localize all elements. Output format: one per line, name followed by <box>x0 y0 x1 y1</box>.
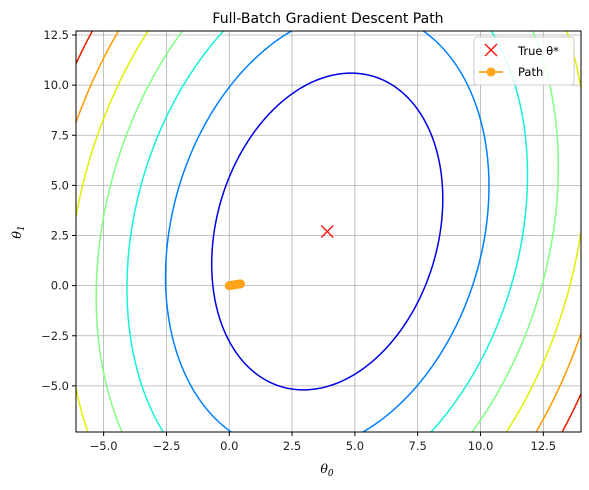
x-tick-label: 0.0 <box>220 439 238 453</box>
legend: True θ* Path <box>473 36 575 86</box>
legend-x-marker-b <box>484 43 498 57</box>
true-theta-marker-layer <box>320 224 334 239</box>
y-tick-label: −5.0 <box>41 379 69 393</box>
true-theta-marker <box>320 224 334 239</box>
legend-label-path: Path <box>518 65 543 79</box>
x-tick-label: −5.0 <box>90 439 118 453</box>
path-point <box>236 279 246 289</box>
x-axis-ticks: −5.0 −2.5 0.0 2.5 5.0 7.5 10.0 12.5 <box>90 432 556 453</box>
contour-line <box>164 31 490 432</box>
x-tick-label: 10.0 <box>468 439 494 453</box>
y-tick-label: 0.0 <box>51 279 69 293</box>
legend-path-marker <box>486 67 496 77</box>
x-tick-label: 12.5 <box>531 439 557 453</box>
x-tick-label: 2.5 <box>283 439 301 453</box>
legend-box <box>473 36 575 86</box>
descent-path <box>224 279 246 291</box>
x-tick-label: 5.0 <box>346 439 364 453</box>
y-tick-label: 7.5 <box>51 128 69 142</box>
y-tick-label: 12.5 <box>43 28 69 42</box>
contour-line <box>210 72 444 391</box>
contour-lines <box>76 31 581 432</box>
y-axis-ticks: −5.0 −2.5 0.0 2.5 5.0 7.5 10.0 12.5 <box>41 28 76 393</box>
x-tick-label: 7.5 <box>409 439 427 453</box>
chart-title: Full-Batch Gradient Descent Path <box>212 11 443 27</box>
legend-item-path: Path <box>479 65 543 79</box>
y-tick-label: 5.0 <box>51 178 69 192</box>
plot-frame <box>75 30 582 433</box>
x-tick-label: −2.5 <box>152 439 180 453</box>
contour-line <box>126 31 529 432</box>
y-axis-label: θ1 <box>9 225 27 238</box>
y-tick-label: 2.5 <box>51 229 69 243</box>
y-tick-label: −2.5 <box>41 329 69 343</box>
y-tick-label: 10.0 <box>43 78 69 92</box>
grid <box>76 31 581 432</box>
legend-label-true-theta: True θ* <box>517 44 559 58</box>
contour-line <box>95 31 560 432</box>
x-axis-label: θ0 <box>320 461 334 479</box>
legend-item-true-theta: True θ* <box>484 43 559 58</box>
